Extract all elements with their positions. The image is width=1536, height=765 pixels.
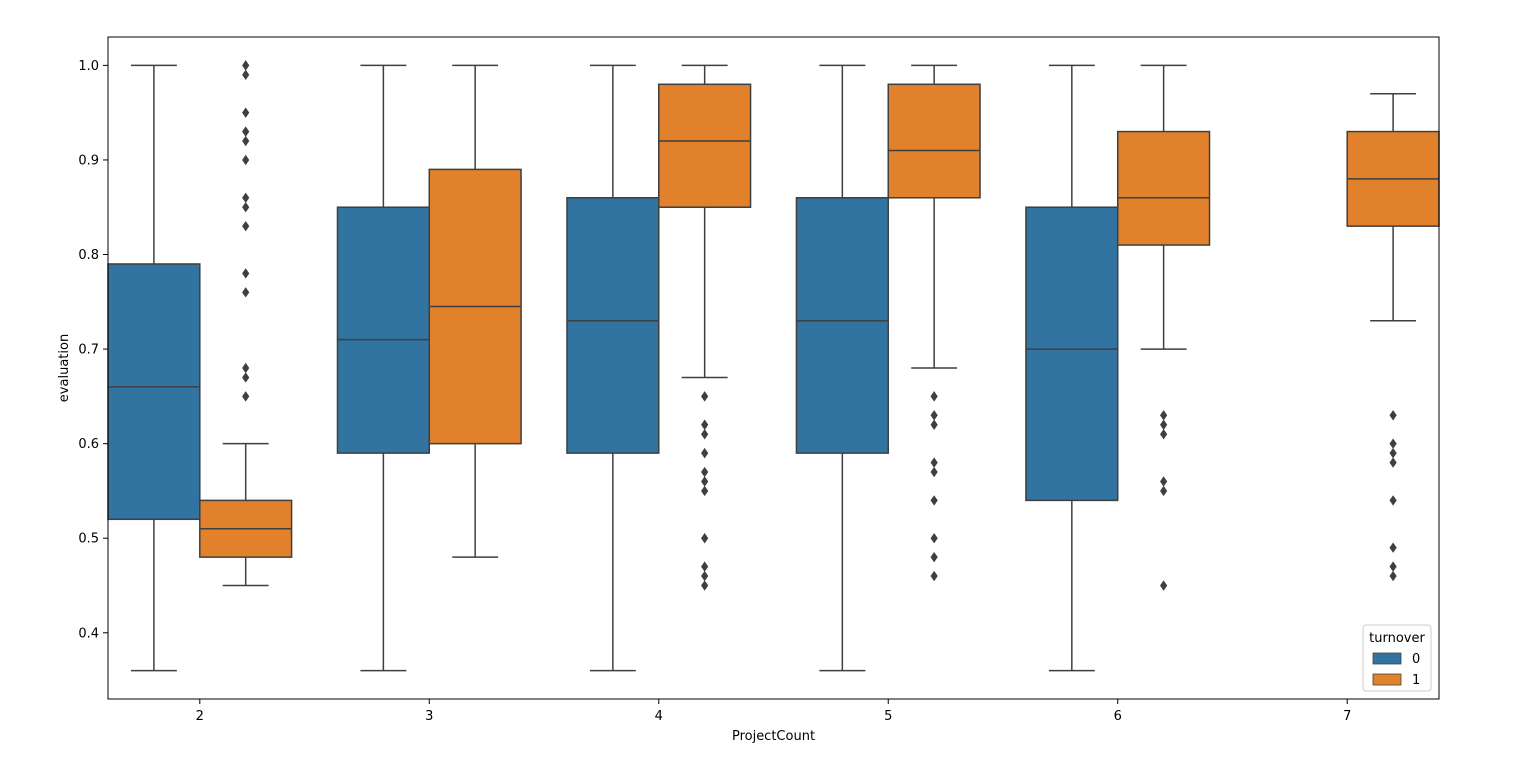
x-tick-label: 6 <box>1114 709 1122 724</box>
x-tick-label: 2 <box>196 709 204 724</box>
legend-swatch-1 <box>1372 673 1402 686</box>
outlier-point <box>1389 570 1397 582</box>
outlier-point <box>1160 419 1168 430</box>
box-iqr <box>658 83 752 208</box>
outlier-point <box>1160 429 1168 440</box>
outlier-point <box>1160 476 1168 487</box>
legend: turnover 0 1 <box>1362 624 1432 692</box>
outlier-point <box>1389 457 1397 468</box>
outlier-point <box>1389 495 1397 506</box>
outlier-point <box>930 419 938 430</box>
box-iqr <box>1025 206 1119 502</box>
y-tick-label: 0.6 <box>78 437 99 452</box>
y-tick-label: 0.8 <box>78 248 99 263</box>
outlier-point <box>1389 561 1397 572</box>
box-iqr <box>336 206 431 454</box>
outlier-point <box>930 533 938 544</box>
outlier-point <box>242 69 250 81</box>
box-iqr <box>887 83 981 199</box>
y-axis: 0.4 0.5 0.6 0.7 0.8 0.9 1.0 <box>78 59 108 641</box>
legend-label-1: 1 <box>1412 673 1420 688</box>
outlier-point <box>930 457 938 468</box>
box-group <box>336 64 431 672</box>
outlier-point <box>701 391 709 402</box>
x-axis-label: ProjectCount <box>732 729 815 744</box>
outlier-point <box>1389 447 1397 459</box>
outlier-point <box>701 533 709 544</box>
legend-swatch-0 <box>1372 652 1402 665</box>
outlier-point <box>701 419 709 430</box>
box-iqr <box>107 263 201 521</box>
x-axis: 2 3 4 5 6 7 <box>196 699 1351 724</box>
box-group <box>1346 92 1440 582</box>
outlier-point <box>242 60 250 71</box>
box-iqr <box>566 197 660 454</box>
outlier-point <box>1160 485 1168 497</box>
outlier-point <box>242 154 250 166</box>
outlier-point <box>242 192 250 203</box>
y-tick-label: 0.7 <box>78 343 99 358</box>
box-group <box>1116 64 1211 591</box>
y-axis-label: evaluation <box>57 334 72 402</box>
outlier-point <box>701 561 709 572</box>
outlier-point <box>242 372 250 383</box>
x-tick-label: 7 <box>1343 709 1351 724</box>
y-tick-label: 0.4 <box>78 626 99 641</box>
box-iqr <box>795 197 889 454</box>
outlier-point <box>701 429 709 440</box>
outlier-point <box>930 466 938 478</box>
box-group <box>795 64 889 672</box>
box-group <box>566 64 660 672</box>
box-group <box>1025 64 1119 672</box>
y-tick-label: 1.0 <box>78 59 99 74</box>
outlier-point <box>930 551 938 563</box>
legend-label-0: 0 <box>1412 652 1420 667</box>
outlier-point <box>242 126 250 137</box>
outlier-point <box>1389 410 1397 421</box>
box-group <box>887 64 981 582</box>
outlier-point <box>701 447 709 459</box>
x-tick-label: 3 <box>425 709 433 724</box>
x-tick-label: 5 <box>884 709 892 724</box>
outlier-point <box>930 495 938 506</box>
outlier-point <box>701 570 709 582</box>
plot-marks <box>107 60 1440 672</box>
outlier-point <box>242 107 250 118</box>
y-tick-label: 0.5 <box>78 532 99 547</box>
outlier-point <box>1389 542 1397 553</box>
plot-frame <box>107 36 1440 700</box>
box-group <box>107 64 201 672</box>
outlier-point <box>1160 410 1168 421</box>
outlier-point <box>242 220 250 232</box>
legend-title: turnover <box>1369 631 1425 646</box>
outlier-point <box>930 410 938 421</box>
outlier-point <box>242 202 250 213</box>
outlier-point <box>701 476 709 487</box>
outlier-point <box>242 287 250 298</box>
outlier-point <box>242 135 250 147</box>
outlier-point <box>242 268 250 279</box>
outlier-point <box>701 466 709 478</box>
box-group <box>658 64 752 591</box>
x-tick-label: 4 <box>655 709 663 724</box>
outlier-point <box>242 362 250 374</box>
outlier-point <box>1160 580 1168 591</box>
outlier-point <box>930 391 938 402</box>
outlier-point <box>242 391 250 402</box>
box-iqr <box>1116 130 1211 246</box>
outlier-point <box>701 580 709 591</box>
box-group <box>199 60 293 587</box>
outlier-point <box>701 485 709 497</box>
outlier-point <box>930 570 938 582</box>
y-tick-label: 0.9 <box>78 153 99 168</box>
outlier-point <box>1389 438 1397 449</box>
box-group <box>428 64 522 558</box>
